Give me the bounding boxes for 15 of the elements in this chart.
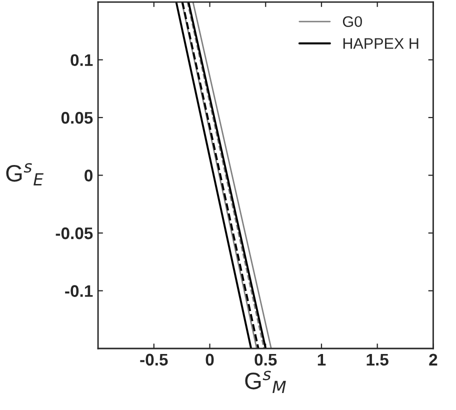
x-tick-label: 0.5 (254, 354, 277, 366)
x-tick-label: 0 (206, 354, 214, 366)
x-tick-label: -0.5 (140, 354, 168, 366)
y-tick-label: -0.05 (56, 227, 93, 240)
x-axis-title: G$^{s}$$_{M}$ (245, 370, 286, 393)
x-tick-label: 1.5 (366, 354, 388, 366)
y-tick-label: -0.1 (65, 285, 93, 297)
y-axis-title: G$^{s}$$_{E}$ (6, 163, 44, 186)
legend-label: HAPPEX H (343, 38, 418, 49)
x-tick-label: 2 (429, 354, 438, 366)
y-tick-label: 0.1 (70, 54, 93, 66)
y-tick-label: 0 (84, 170, 92, 182)
x-tick-label: 1 (318, 354, 326, 366)
y-tick-label: 0.05 (61, 112, 93, 124)
legend-label: G0 (342, 16, 362, 28)
